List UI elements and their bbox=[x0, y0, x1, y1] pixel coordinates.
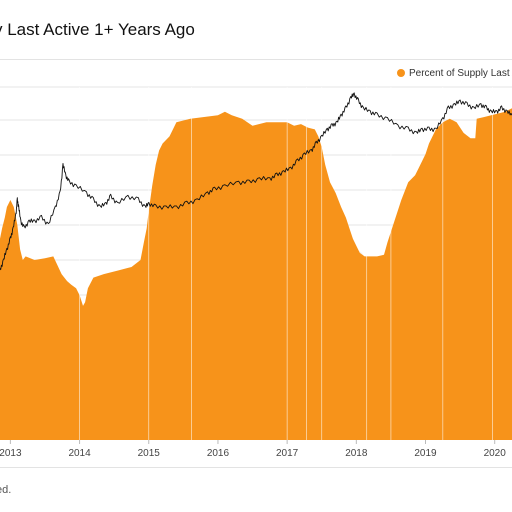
area-series-0 bbox=[0, 108, 512, 440]
x-tick-label: 2015 bbox=[138, 448, 161, 459]
x-tick-label: 2020 bbox=[484, 448, 507, 459]
legend[interactable]: Percent of Supply Last A bbox=[397, 68, 512, 79]
footer-note: ed. bbox=[0, 484, 12, 496]
x-tick-label: 2017 bbox=[276, 448, 299, 459]
x-tick-label: 2018 bbox=[345, 448, 368, 459]
footer-divider bbox=[0, 467, 512, 468]
x-tick-label: 2016 bbox=[207, 448, 230, 459]
price-series bbox=[0, 92, 512, 271]
chart-title: y Last Active 1+ Years Ago bbox=[0, 20, 195, 39]
header-divider bbox=[0, 59, 512, 60]
area-series bbox=[0, 108, 512, 440]
legend-label: Percent of Supply Last A bbox=[409, 68, 512, 79]
x-tick-label: 2019 bbox=[414, 448, 437, 459]
x-tick-label: 2014 bbox=[68, 448, 91, 459]
area-gaps bbox=[79, 87, 493, 440]
x-tick-label: 2013 bbox=[0, 448, 22, 459]
price-line bbox=[0, 92, 512, 271]
x-axis-ticks: 2013 2014 2015 2016 2017 2018 2019 2020 bbox=[0, 440, 506, 459]
legend-swatch bbox=[397, 69, 405, 77]
